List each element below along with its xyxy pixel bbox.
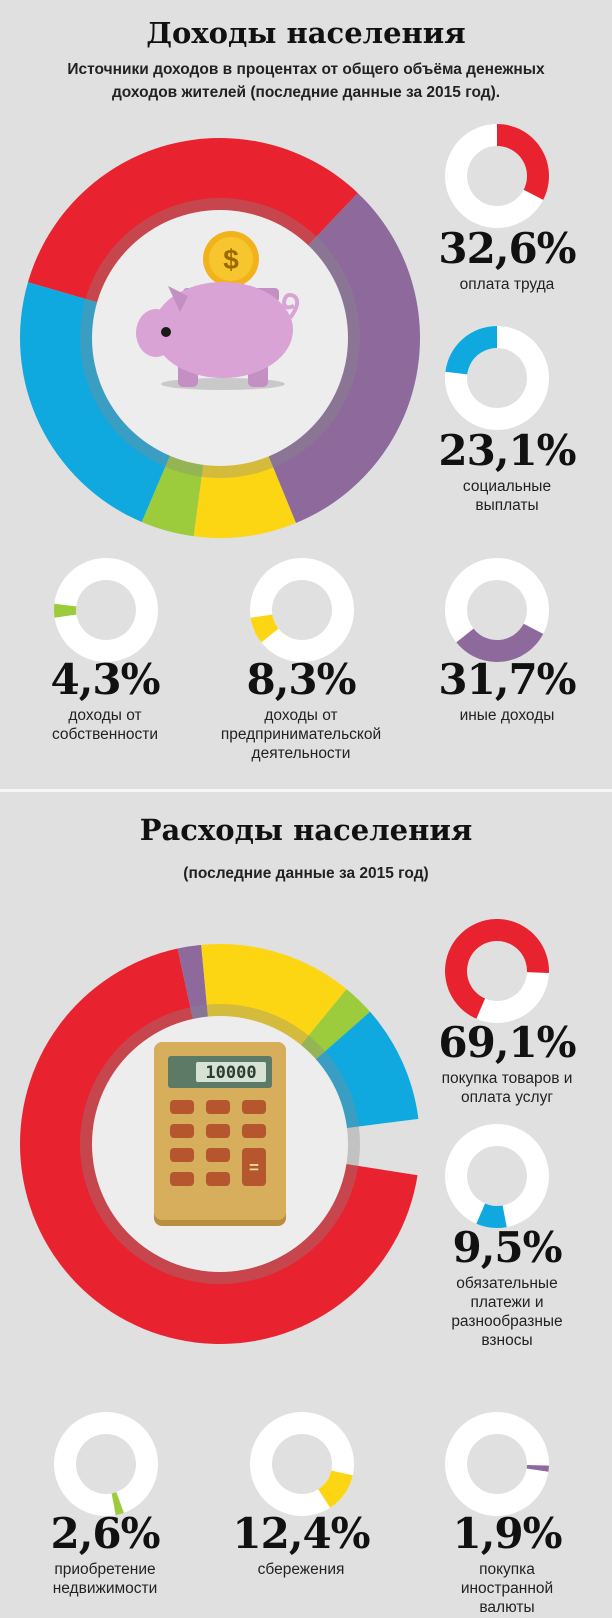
expense-percent-1: 9,5% (452, 1223, 563, 1272)
calculator-icon: 10000 = (154, 1042, 286, 1226)
income-mini-donut-2 (53, 558, 158, 662)
expense-mini-donut-4 (444, 1412, 549, 1516)
expense-slice-4 (314, 1011, 419, 1129)
income-label-4-line-0: иные доходы (459, 707, 555, 724)
expense-mini-donut-ring-4 (444, 1412, 549, 1516)
expense-slice-0 (19, 948, 418, 1344)
expense-label-3: сбережения (201, 1560, 401, 1579)
income-slice-4 (20, 282, 171, 523)
expense-mini-donut-arc-3 (318, 1470, 353, 1508)
section-divider (0, 789, 612, 792)
income-mini-donut-arc-3 (250, 614, 279, 643)
expense-label-4-line-2: валюты (479, 1599, 535, 1616)
income-percent-2: 4,3% (50, 655, 161, 704)
income-subtitle: Источники доходов в процентах от общего … (30, 58, 582, 104)
expenses-donut-chart: 10000 = (19, 944, 419, 1344)
expense-mini-donut-arc-2 (111, 1492, 124, 1516)
income-label-1: социальные выплаты (407, 477, 607, 515)
expense-label-1-line-1: платежи и (470, 1294, 544, 1311)
expense-mini-donut-3 (249, 1412, 354, 1516)
income-mini-donut-1 (444, 326, 549, 430)
expense-mini-donut-0 (444, 919, 549, 1023)
income-percent-3: 8,3% (246, 655, 357, 704)
expense-mini-donut-arc-4 (526, 1464, 549, 1472)
income-label-3-line-1: предпринимательской (220, 726, 382, 743)
expense-percent-2: 2,6% (50, 1509, 161, 1558)
income-percent-0: 32,6% (438, 224, 576, 273)
income-mini-donut-arc-2 (53, 603, 77, 618)
expenses-title: Расходы населения (139, 813, 473, 847)
income-mini-donut-arc-1 (445, 326, 497, 375)
expense-label-0: покупка товаров и оплата услуг (407, 1069, 607, 1107)
expense-slice-3 (299, 989, 371, 1061)
income-mini-donut-0 (444, 124, 549, 228)
income-slice-0 (27, 138, 358, 303)
income-label-1-line-0: социальные (462, 478, 552, 495)
income-slice-2 (193, 454, 296, 538)
income-slice-3 (141, 453, 204, 537)
income-title: Доходы населения (146, 16, 466, 50)
expense-percent-0: 69,1% (438, 1018, 576, 1067)
expense-percent-3: 12,4% (232, 1509, 370, 1558)
income-mini-donut-4 (444, 558, 549, 662)
expense-label-3-line-0: сбережения (257, 1561, 345, 1578)
income-subtitle-line2: доходов жителей (последние данные за 201… (111, 84, 501, 101)
expense-slice-1 (177, 944, 209, 1021)
expense-mini-donut-arc-0 (445, 919, 549, 1019)
income-mini-donut-arc-0 (497, 124, 549, 200)
expense-mini-donut-1 (444, 1124, 549, 1228)
expense-label-4: покупка иностранной валюты (407, 1560, 607, 1617)
income-mini-donut-ring-2 (53, 558, 158, 662)
income-label-0-line-0: оплата труда (459, 276, 555, 293)
income-percent-1: 23,1% (438, 426, 576, 475)
expense-label-2-line-1: недвижимости (52, 1580, 158, 1597)
expense-label-4-line-0: покупка (479, 1561, 535, 1578)
expense-slice-2 (201, 944, 347, 1047)
income-subtitle-line1: Источники доходов в процентах от общего … (67, 61, 545, 78)
expense-label-4-line-1: иностранной (460, 1580, 554, 1597)
expense-percent-4: 1,9% (452, 1509, 563, 1558)
income-donut-chart: $ (20, 138, 420, 538)
income-label-3-line-2: деятельности (251, 745, 351, 762)
expense-label-0-line-1: оплата услуг (461, 1089, 553, 1106)
expense-label-1-line-3: взносы (481, 1332, 533, 1349)
svg-text:$: $ (223, 244, 239, 275)
income-label-2-line-0: доходы от (68, 707, 142, 724)
income-label-2: доходы от собственности (5, 706, 205, 744)
expenses-subtitle: (последние данные за 2015 год) (183, 865, 429, 882)
income-label-1-line-1: выплаты (475, 497, 539, 514)
income-label-3-line-0: доходы от (264, 707, 338, 724)
income-mini-donut-3 (249, 558, 354, 662)
expense-label-0-line-0: покупка товаров и (441, 1070, 573, 1087)
expense-mini-donut-arc-1 (476, 1203, 507, 1228)
income-label-3: доходы от предпринимательской деятельности (201, 706, 401, 763)
piggy-bank-icon: $ (136, 231, 300, 390)
income-label-4: иные доходы (407, 706, 607, 725)
income-slice-1 (267, 193, 420, 524)
calculator-display: 10000 (205, 1063, 256, 1083)
income-mini-donut-ring-3 (249, 558, 354, 662)
expense-label-1: обязательные платежи и разнообразные взносы (407, 1274, 607, 1350)
expense-mini-donut-ring-2 (53, 1412, 158, 1516)
income-percent-4: 31,7% (438, 655, 576, 704)
expense-label-2: приобретение недвижимости (5, 1560, 205, 1598)
expense-mini-donut-ring-1 (444, 1124, 549, 1228)
expense-mini-donut-2 (53, 1412, 158, 1516)
expense-label-1-line-2: разнообразные (451, 1313, 563, 1330)
expense-label-1-line-0: обязательные (456, 1275, 558, 1292)
expense-label-2-line-0: приобретение (54, 1561, 156, 1578)
income-label-0: оплата труда (407, 275, 607, 294)
calculator-equals-key: = (249, 1158, 259, 1177)
income-label-2-line-1: собственности (51, 726, 159, 743)
income-mini-donut-arc-4 (456, 623, 544, 662)
